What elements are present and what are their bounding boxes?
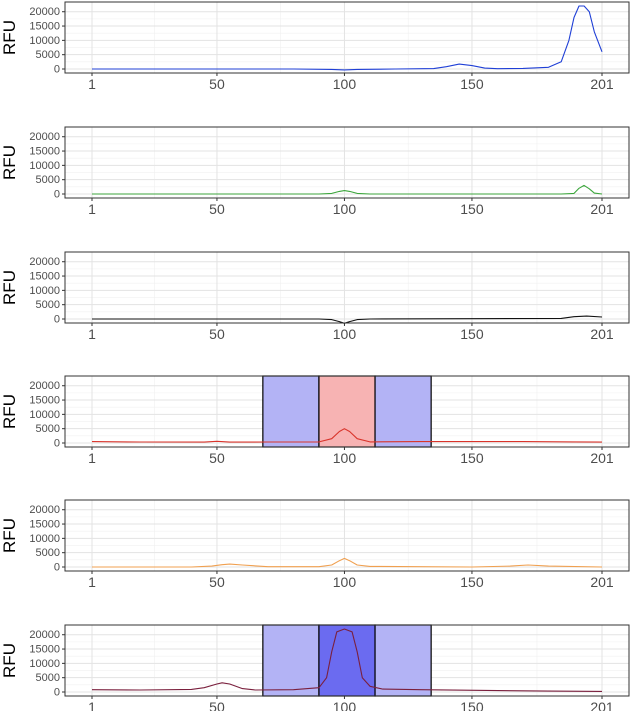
y-tick-label: 5000 — [36, 547, 60, 559]
panel-border — [64, 1, 630, 74]
series-line — [92, 557, 603, 568]
y-tick-label: 20000 — [29, 504, 60, 516]
y-tick-label: 15000 — [29, 271, 60, 283]
y-tick-label: 15000 — [29, 644, 60, 656]
x-tick-label: 1 — [88, 574, 96, 590]
y-axis-label: RFU — [0, 270, 19, 305]
x-tick-label: 50 — [209, 76, 225, 92]
y-tick-label: 15000 — [29, 146, 60, 158]
y-tick-label: 5000 — [36, 299, 60, 311]
y-tick-label: 5000 — [36, 423, 60, 435]
x-tick-label: 1 — [88, 201, 96, 217]
y-axis-label: RFU — [0, 518, 19, 553]
y-tick-label: 0 — [54, 189, 60, 201]
x-tick-label: 1 — [88, 699, 96, 711]
y-tick-label: 15000 — [29, 21, 60, 33]
y-tick-label: 5000 — [36, 672, 60, 684]
y-tick-label: 10000 — [29, 285, 60, 297]
y-tick-label: 20000 — [29, 380, 60, 392]
x-tick-label: 1 — [88, 326, 96, 342]
y-tick-label: 10000 — [29, 160, 60, 172]
y-tick-label: 10000 — [29, 658, 60, 670]
y-tick-label: 20000 — [29, 629, 60, 641]
window-band-2 — [318, 624, 376, 697]
y-tick-label: 0 — [54, 687, 60, 699]
window-band-3 — [374, 375, 432, 448]
x-tick-label: 50 — [209, 201, 225, 217]
window-band-3 — [374, 624, 432, 697]
plot-background — [65, 127, 629, 198]
x-tick-label: 201 — [590, 450, 614, 466]
x-tick-label: 201 — [590, 574, 614, 590]
y-axis-label: RFU — [0, 394, 19, 429]
y-axis-label: RFU — [0, 643, 19, 678]
x-tick-label: 50 — [209, 699, 225, 711]
plot-background — [65, 2, 629, 73]
x-tick-label: 150 — [460, 699, 484, 711]
y-tick-label: 20000 — [29, 131, 60, 143]
panel-border — [64, 375, 630, 448]
y-tick-label: 5000 — [36, 49, 60, 61]
x-tick-label: 100 — [333, 201, 357, 217]
x-tick-label: 50 — [209, 574, 225, 590]
y-tick-label: 5000 — [36, 174, 60, 186]
y-tick-label: 10000 — [29, 533, 60, 545]
x-tick-label: 150 — [460, 574, 484, 590]
x-tick-label: 100 — [333, 326, 357, 342]
y-tick-label: 20000 — [29, 256, 60, 268]
y-tick-label: 20000 — [29, 6, 60, 18]
x-tick-label: 1 — [88, 76, 96, 92]
plot-background — [65, 252, 629, 323]
x-tick-label: 150 — [460, 326, 484, 342]
x-tick-label: 1 — [88, 450, 96, 466]
plot-background — [65, 500, 629, 571]
y-axis-label: RFU — [0, 20, 19, 55]
y-axis-label: RFU — [0, 145, 19, 180]
window-band-1 — [262, 624, 320, 697]
series-line — [92, 184, 603, 195]
x-tick-label: 150 — [460, 450, 484, 466]
x-tick-label: 100 — [333, 699, 357, 711]
panel-border — [64, 251, 630, 324]
panel-border — [64, 624, 630, 697]
series-line — [91, 628, 603, 692]
x-tick-label: 100 — [333, 450, 357, 466]
y-tick-label: 0 — [54, 314, 60, 326]
panel-border — [64, 499, 630, 572]
series-line — [92, 315, 603, 324]
panel-border — [64, 126, 630, 199]
y-tick-label: 0 — [54, 562, 60, 574]
y-tick-label: 10000 — [29, 409, 60, 421]
x-tick-label: 50 — [209, 326, 225, 342]
x-tick-label: 100 — [333, 76, 357, 92]
x-tick-label: 50 — [209, 450, 225, 466]
x-tick-label: 150 — [460, 76, 484, 92]
x-tick-label: 150 — [460, 201, 484, 217]
window-band-2 — [318, 375, 376, 448]
y-tick-label: 10000 — [29, 35, 60, 47]
window-band-1 — [262, 375, 320, 448]
x-tick-label: 100 — [333, 574, 357, 590]
series-line — [91, 428, 603, 443]
x-tick-label: 201 — [590, 699, 614, 711]
y-tick-label: 15000 — [29, 519, 60, 531]
x-tick-label: 201 — [590, 76, 614, 92]
x-tick-label: 201 — [590, 326, 614, 342]
y-tick-label: 15000 — [29, 395, 60, 407]
series-line — [92, 5, 603, 71]
y-tick-label: 0 — [54, 438, 60, 450]
y-tick-label: 0 — [54, 64, 60, 76]
x-tick-label: 201 — [590, 201, 614, 217]
